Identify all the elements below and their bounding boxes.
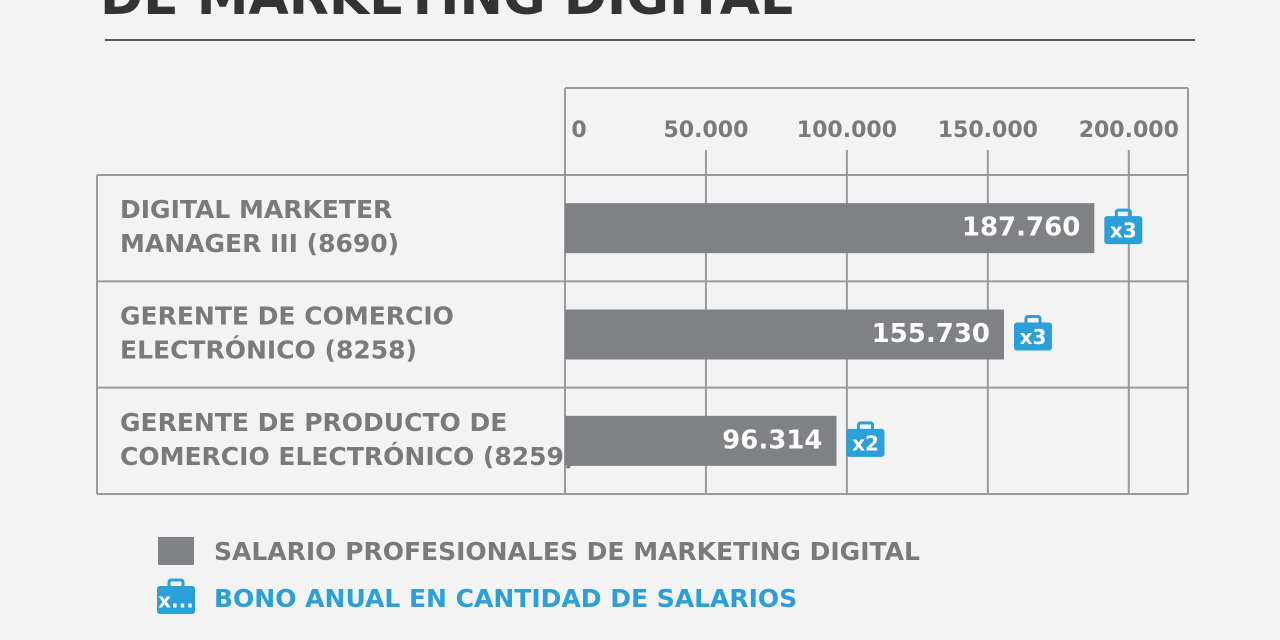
bonus-icon: [846, 428, 885, 457]
x-tick-label: 100.000: [797, 118, 897, 143]
category-label: MANAGER III (8690): [120, 229, 399, 258]
value-label: 96.314: [722, 425, 822, 455]
category-label: DIGITAL MARKETER: [120, 195, 392, 224]
chart-title: DE MARKETING DIGITAL: [100, 0, 793, 27]
bar: [565, 203, 1095, 254]
bonus-icon-label: x3: [1110, 219, 1137, 243]
x-tick-label: 200.000: [1079, 118, 1179, 143]
legend-label: BONO ANUAL EN CANTIDAD DE SALARIOS: [214, 584, 797, 613]
category-label: GERENTE DE PRODUCTO DE: [120, 408, 507, 437]
bar: [565, 415, 837, 466]
bonus-icon-label: x2: [852, 431, 879, 455]
x-tick-label: 50.000: [663, 118, 748, 143]
x-tick-label: 0: [571, 118, 586, 143]
bar: [565, 309, 1005, 360]
legend-label: SALARIO PROFESIONALES DE MARKETING DIGIT…: [214, 537, 920, 566]
category-label: COMERCIO ELECTRÓNICO (8259): [120, 441, 575, 471]
legend-icon: [157, 586, 195, 614]
category-label: GERENTE DE COMERCIO: [120, 302, 454, 331]
bonus-icon: [1104, 216, 1143, 245]
bonus-icon-label: x3: [1020, 325, 1047, 349]
legend-swatch: [158, 537, 194, 565]
value-label: 155.730: [872, 319, 990, 349]
x-tick-label: 150.000: [938, 118, 1038, 143]
bonus-icon: [1014, 322, 1053, 351]
value-label: 187.760: [962, 213, 1080, 243]
category-label: ELECTRÓNICO (8258): [120, 335, 417, 365]
legend-icon-label: x...: [158, 589, 194, 613]
